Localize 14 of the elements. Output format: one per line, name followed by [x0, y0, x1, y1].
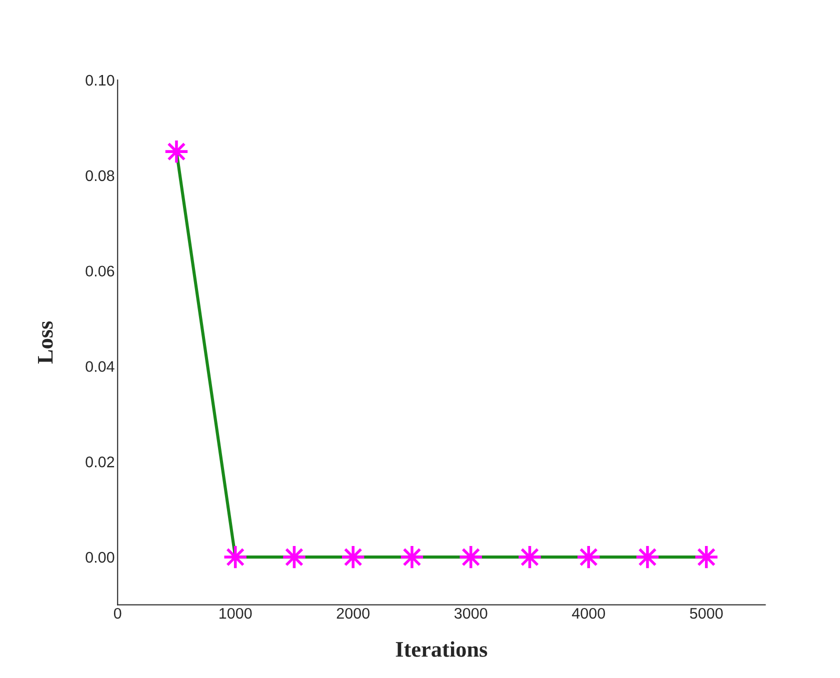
x-tick-label: 0	[114, 608, 122, 619]
x-axis-title: Iterations	[396, 641, 488, 657]
y-tick-label: 0.08	[86, 170, 114, 182]
x-tick-label: 1000	[220, 608, 252, 619]
y-tick-label: 0.06	[86, 266, 114, 277]
x-tick-label: 2000	[336, 608, 370, 619]
y-tick-label: 0.04	[86, 361, 114, 372]
y-tick-label: 0.02	[86, 456, 114, 468]
x-tick-label: 4000	[572, 608, 606, 619]
y-axis-title: Loss	[38, 321, 53, 364]
x-tick-label: 5000	[690, 608, 723, 619]
x-tick-label: 3000	[454, 608, 488, 619]
y-tick-label: 0.00	[86, 552, 114, 563]
y-tick-label: 0.10	[86, 74, 114, 86]
